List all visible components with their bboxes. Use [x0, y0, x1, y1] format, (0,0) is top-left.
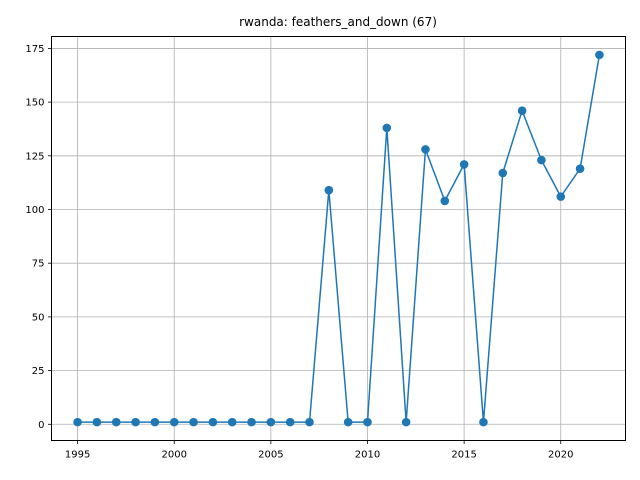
- x-tick-label: 2000: [161, 450, 186, 461]
- data-point: [111, 417, 121, 427]
- y-tick-label: 150: [25, 98, 44, 109]
- y-tick-label: 125: [25, 151, 44, 162]
- data-point: [479, 417, 488, 427]
- chart-title: rwanda: feathers_and_down (67): [239, 15, 437, 29]
- grid: [51, 36, 626, 441]
- data-points: [73, 50, 604, 427]
- data-point: [440, 196, 450, 206]
- x-axis: 1995 2000 2005 2010 2015 2020: [65, 440, 573, 461]
- data-point: [382, 123, 392, 133]
- y-tick-label: 50: [32, 312, 45, 323]
- plot-area-frame: [51, 36, 626, 441]
- data-point: [556, 192, 566, 201]
- data-point: [131, 417, 140, 427]
- data-point: [421, 145, 430, 154]
- y-tick-label: 75: [32, 259, 45, 270]
- data-point: [189, 417, 198, 427]
- x-tick-label: 2005: [258, 450, 283, 461]
- data-point: [305, 417, 314, 427]
- data-point: [324, 185, 334, 195]
- data-point: [285, 417, 295, 427]
- data-point: [537, 155, 546, 165]
- data-point: [208, 417, 218, 427]
- y-axis: 0 25 50 75 100 125 150 175: [25, 44, 52, 431]
- data-point: [150, 417, 160, 427]
- data-point: [343, 417, 353, 427]
- data-point: [247, 417, 256, 427]
- x-tick-label: 2010: [355, 450, 380, 461]
- data-point: [73, 417, 82, 427]
- series-line: [77, 54, 601, 423]
- series-line-group: [77, 54, 601, 423]
- x-tick-label: 2015: [451, 450, 476, 461]
- y-tick-label: 100: [25, 205, 44, 216]
- x-tick-label: 1995: [65, 450, 90, 461]
- x-tick-label: 2020: [548, 450, 573, 461]
- data-point: [401, 417, 411, 427]
- y-tick-label: 25: [32, 366, 45, 377]
- data-point: [227, 417, 237, 427]
- data-point: [266, 417, 276, 427]
- y-tick-label: 175: [25, 44, 44, 55]
- data-point: [459, 160, 469, 169]
- data-point: [517, 106, 527, 116]
- data-point: [363, 417, 372, 427]
- data-point: [92, 417, 102, 427]
- data-point: [575, 164, 585, 173]
- y-tick-label: 0: [38, 420, 44, 431]
- data-point: [169, 417, 179, 427]
- data-point: [595, 50, 604, 60]
- data-point: [498, 168, 508, 178]
